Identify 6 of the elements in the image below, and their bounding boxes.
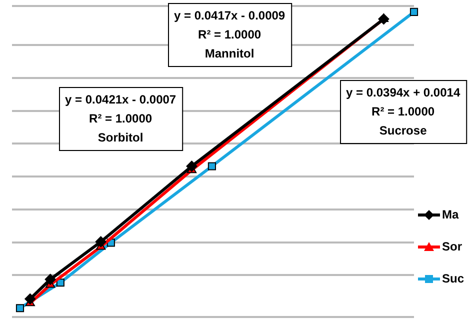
legend-label: Sor [442,239,462,254]
annotation: y = 0.0417x - 0.0009 R² = 1.0000 Mannitol [174,8,286,60]
legend-label: Suc [442,271,464,286]
annotation: y = 0.0394x + 0.0014 R² = 1.0000 Sucrose [346,85,460,138]
legend-label: Ma [442,207,459,222]
annotation: y = 0.0421x - 0.0007 R² = 1.0000 Sorbitol [65,92,176,144]
